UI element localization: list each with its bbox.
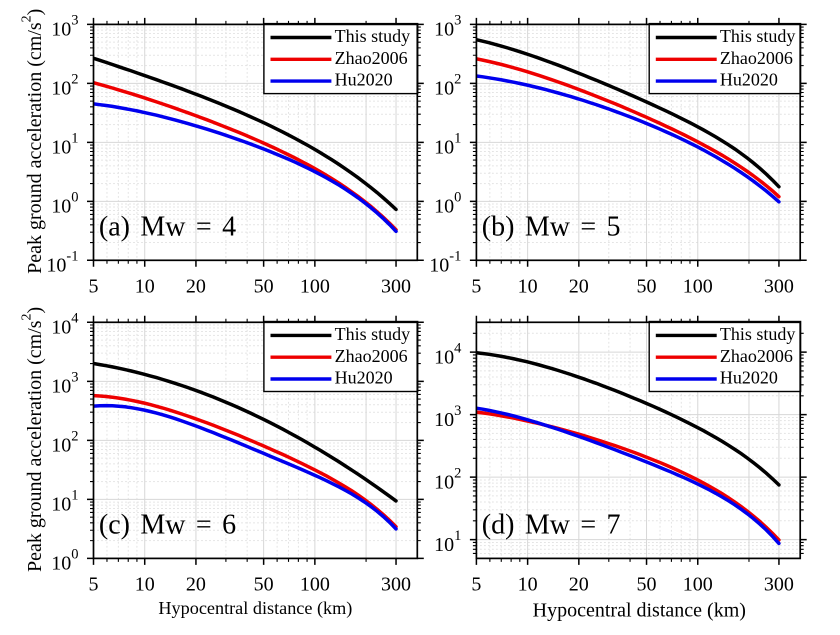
svg-text:Zhao2006: Zhao2006 bbox=[720, 48, 793, 68]
svg-text:(d) Mw = 7: (d) Mw = 7 bbox=[482, 510, 621, 541]
svg-text:50: 50 bbox=[637, 276, 657, 298]
svg-text:100: 100 bbox=[300, 276, 330, 298]
svg-text:300: 300 bbox=[381, 574, 411, 596]
svg-text:20: 20 bbox=[569, 574, 589, 596]
svg-text:This study: This study bbox=[720, 26, 796, 46]
svg-text:50: 50 bbox=[637, 574, 657, 596]
svg-text:5: 5 bbox=[471, 574, 481, 596]
svg-text:300: 300 bbox=[764, 574, 794, 596]
svg-text:Hypocentral distance (km): Hypocentral distance (km) bbox=[533, 599, 746, 621]
svg-text:(b) Mw = 5: (b) Mw = 5 bbox=[482, 212, 621, 243]
svg-text:Hu2020: Hu2020 bbox=[720, 368, 778, 388]
svg-text:Peak ground acceleration (cm/s: Peak ground acceleration (cm/s2) bbox=[19, 307, 46, 572]
svg-text:20: 20 bbox=[569, 276, 589, 298]
svg-text:20: 20 bbox=[186, 574, 206, 596]
svg-text:20: 20 bbox=[186, 276, 206, 298]
svg-text:100: 100 bbox=[683, 276, 713, 298]
svg-text:5: 5 bbox=[471, 276, 481, 298]
svg-text:300: 300 bbox=[381, 276, 411, 298]
svg-text:(a) Mw = 4: (a) Mw = 4 bbox=[99, 212, 236, 243]
svg-text:This study: This study bbox=[335, 26, 411, 46]
svg-text:100: 100 bbox=[683, 574, 713, 596]
svg-text:50: 50 bbox=[254, 276, 274, 298]
svg-text:Peak ground acceleration (cm/s: Peak ground acceleration (cm/s2) bbox=[19, 9, 46, 274]
svg-text:Zhao2006: Zhao2006 bbox=[335, 48, 408, 68]
svg-text:10: 10 bbox=[518, 276, 538, 298]
svg-text:5: 5 bbox=[89, 574, 99, 596]
svg-text:(c) Mw = 6: (c) Mw = 6 bbox=[99, 510, 236, 541]
svg-text:100: 100 bbox=[300, 574, 330, 596]
svg-text:Hu2020: Hu2020 bbox=[335, 70, 393, 90]
svg-text:Hu2020: Hu2020 bbox=[720, 70, 778, 90]
svg-text:300: 300 bbox=[764, 276, 794, 298]
svg-text:10: 10 bbox=[135, 276, 155, 298]
svg-text:This study: This study bbox=[720, 324, 796, 344]
svg-text:Hypocentral distance (km): Hypocentral distance (km) bbox=[158, 598, 352, 619]
svg-text:This study: This study bbox=[335, 324, 411, 344]
svg-text:Zhao2006: Zhao2006 bbox=[335, 346, 408, 366]
svg-text:Hu2020: Hu2020 bbox=[335, 368, 393, 388]
svg-text:5: 5 bbox=[89, 276, 99, 298]
svg-text:10: 10 bbox=[518, 574, 538, 596]
svg-text:10: 10 bbox=[135, 574, 155, 596]
svg-text:50: 50 bbox=[254, 574, 274, 596]
svg-text:Zhao2006: Zhao2006 bbox=[720, 346, 793, 366]
